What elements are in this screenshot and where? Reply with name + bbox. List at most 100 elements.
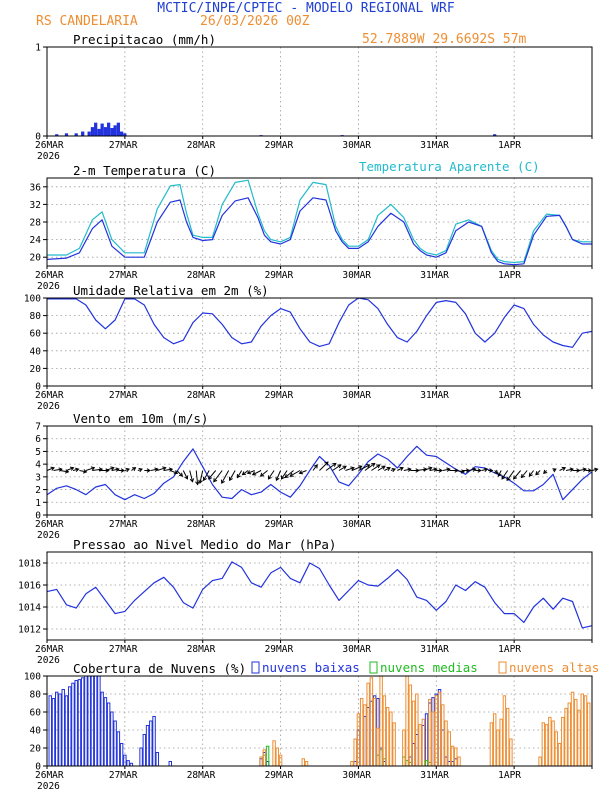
wind-arrow <box>506 470 515 481</box>
wind-arrow-head <box>493 469 499 474</box>
header-location: RS CANDELARIA <box>36 14 138 29</box>
x-tick-label: 29MAR <box>265 270 294 281</box>
y-tick-label: 5 <box>35 447 41 458</box>
plot-frame <box>46 177 593 267</box>
y-tick-label: 32 <box>30 200 41 211</box>
wind-arrow-head <box>337 464 342 469</box>
y-tick-label: 100 <box>24 294 41 305</box>
wind-arrow <box>59 470 69 473</box>
y-tick-label: 20 <box>30 253 42 264</box>
wind-arrow-head <box>350 466 355 471</box>
bar-nuvens-baixas <box>87 675 91 767</box>
wind-arrow <box>275 470 282 481</box>
header-coords: 52.7889W 29.6692S 57m <box>362 32 527 47</box>
legend-label: nuvens altas <box>509 660 599 675</box>
wind-arrow-head <box>203 476 207 482</box>
bar-nuvens-baixas <box>139 747 143 767</box>
wind-arrow-head <box>162 466 167 471</box>
x-tick-label: 29MAR <box>265 519 294 530</box>
bar-nuvens-baixas <box>119 743 124 767</box>
wind-arrow <box>182 470 188 480</box>
wind-arrow <box>559 467 566 471</box>
wind-arrow-head <box>280 475 285 480</box>
bar-precip <box>64 133 69 136</box>
x-tick-label: 30MAR <box>342 140 371 151</box>
wind-arrow <box>208 470 217 480</box>
wind-arrow <box>111 468 119 471</box>
panel-title: Precipitacao (mm/h) <box>73 32 216 47</box>
bar-nuvens-baixas <box>71 682 75 767</box>
bar-nuvens-altas <box>431 711 435 767</box>
y-tick-label: 40 <box>30 346 42 357</box>
x-tick-label: 1APR <box>498 140 521 151</box>
wind-arrow-head <box>115 467 120 472</box>
legend-swatch <box>369 661 378 674</box>
x-tick-label: 28MAR <box>187 140 216 151</box>
bar-precip <box>55 134 59 136</box>
wind-arrow <box>170 470 178 474</box>
wind-arrow-head <box>110 466 115 471</box>
wind-arrow-head <box>342 465 347 470</box>
bar-nuvens-altas <box>278 754 283 767</box>
panel-title: 2-m Temperatura (C) <box>73 163 216 178</box>
bar-nuvens-altas <box>359 698 364 767</box>
x-tick-label: 30MAR <box>342 644 371 655</box>
wind-arrow <box>319 461 329 471</box>
bar-nuvens-baixas <box>106 702 111 767</box>
bar-nuvens-baixas <box>77 679 82 767</box>
bar-nuvens-altas <box>450 745 455 767</box>
bar-precip <box>110 127 114 136</box>
series-line-2-m-temperatura-c- <box>46 197 592 266</box>
wind-arrow-head <box>391 467 397 473</box>
wind-arrow <box>416 468 427 471</box>
bar-precip <box>119 131 124 136</box>
bar-nuvens-altas <box>457 756 461 767</box>
wind-arrow-head <box>50 466 55 471</box>
bar-nuvens-baixas <box>149 720 153 767</box>
bar-precip <box>74 133 78 136</box>
bar-nuvens-baixas <box>142 734 147 767</box>
y-tick-label: 0 <box>35 132 41 143</box>
wind-arrow-head <box>90 466 96 471</box>
panel-title: Vento em 10m (m/s) <box>73 411 208 426</box>
bar-precip <box>103 127 108 136</box>
wind-arrow <box>195 470 199 485</box>
x-tick-label: 27MAR <box>109 644 138 655</box>
wind-arrow-head <box>298 470 304 475</box>
panel-temp: 20 24 28 32 36 26MAR 27MAR 28MAR 29MAR 30MAR 31MAR… <box>30 159 593 292</box>
bar-nuvens-altas <box>444 720 448 767</box>
wind-arrow-head <box>489 468 494 473</box>
bar-nuvens-altas <box>538 756 542 767</box>
wind-arrow-head <box>358 465 363 470</box>
wind-arrow-head <box>241 471 247 476</box>
x-tick-label: 29MAR <box>265 770 294 781</box>
wind-arrow <box>468 468 476 471</box>
wind-arrow <box>157 467 166 471</box>
x-tick-label: 31MAR <box>420 390 449 401</box>
bar-nuvens-altas <box>583 695 588 767</box>
wind-arrow <box>535 470 541 476</box>
y-tick-label: 1 <box>35 43 41 54</box>
legend-apparent-temp: Temperatura Aparente (C) <box>359 159 540 174</box>
x-tick-label: 30MAR <box>342 770 371 781</box>
bar-nuvens-baixas <box>103 697 108 767</box>
y-tick-label: 20 <box>30 744 42 755</box>
wind-arrow-head <box>561 466 567 471</box>
wind-arrow-head <box>428 466 433 471</box>
y-tick-label: 40 <box>30 726 42 737</box>
bar-precip <box>90 127 95 136</box>
bar-nuvens-baixas <box>58 693 62 767</box>
wind-arrow <box>163 468 173 471</box>
wind-arrow <box>281 470 288 480</box>
x-year-label: 2026 <box>37 281 60 292</box>
bar-nuvens-baixas <box>74 680 78 767</box>
x-tick-label: 31MAR <box>420 644 449 655</box>
bar-precip <box>100 123 104 136</box>
wind-arrow <box>442 468 450 471</box>
y-tick-label: 0 <box>35 762 41 773</box>
wind-arrow <box>252 470 262 476</box>
wind-arrow-head <box>189 478 195 483</box>
bar-nuvens-baixas <box>152 716 156 767</box>
wind-arrow <box>85 467 95 471</box>
bar-nuvens-altas <box>301 758 306 767</box>
